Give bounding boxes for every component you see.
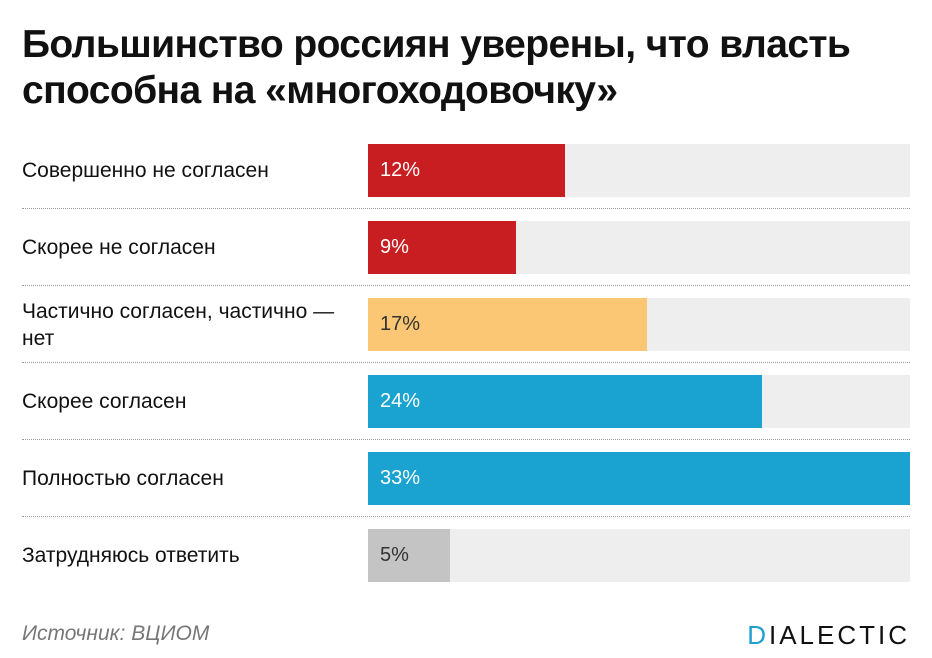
category-label: Затрудняюсь ответить	[22, 544, 240, 567]
bar-track: 9%	[368, 221, 910, 274]
bar	[368, 375, 763, 428]
bar-track: 17%	[368, 298, 910, 351]
bar-row: Полностью согласен 33%	[22, 452, 910, 517]
chart-title: Большинство россиян уверены, что власть …	[22, 23, 851, 112]
category-label: Полностью согласен	[22, 467, 224, 490]
brand-logo-accent: D	[747, 620, 769, 650]
category-label: Частично согласен, частично — нет	[22, 299, 335, 350]
data-label: 24%	[380, 390, 421, 412]
bar-track: 24%	[368, 375, 910, 428]
bar	[368, 221, 516, 274]
bar-row: Затрудняюсь ответить 5%	[22, 529, 910, 582]
bar	[368, 529, 451, 582]
bar-row: Скорее не согласен 9%	[22, 221, 910, 286]
data-label: 9%	[380, 236, 409, 258]
bar-row: Совершенно не согласен 12%	[22, 144, 910, 209]
category-label: Скорее согласен	[22, 390, 187, 413]
bar	[368, 452, 910, 505]
bar-chart: Совершенно не согласен 12% Скорее не сог…	[22, 144, 910, 606]
bar	[368, 298, 648, 351]
data-label: 5%	[380, 544, 409, 566]
source-note: Источник: ВЦИОМ	[22, 622, 210, 645]
brand-logo-text: IALECTIC	[768, 620, 910, 650]
bar-row: Частично согласен, частично — нет 17%	[22, 298, 910, 363]
bar-track: 12%	[368, 144, 910, 197]
category-label: Скорее не согласен	[22, 236, 216, 259]
bar	[368, 144, 566, 197]
bar-row: Скорее согласен 24%	[22, 375, 910, 440]
data-label: 12%	[380, 159, 421, 181]
bar-track: 33%	[368, 452, 910, 505]
category-label: Совершенно не согласен	[22, 159, 269, 182]
bar-track: 5%	[368, 529, 910, 582]
brand-logo: DIALECTIC	[747, 620, 910, 651]
data-label: 33%	[380, 467, 421, 489]
data-label: 17%	[380, 313, 421, 335]
